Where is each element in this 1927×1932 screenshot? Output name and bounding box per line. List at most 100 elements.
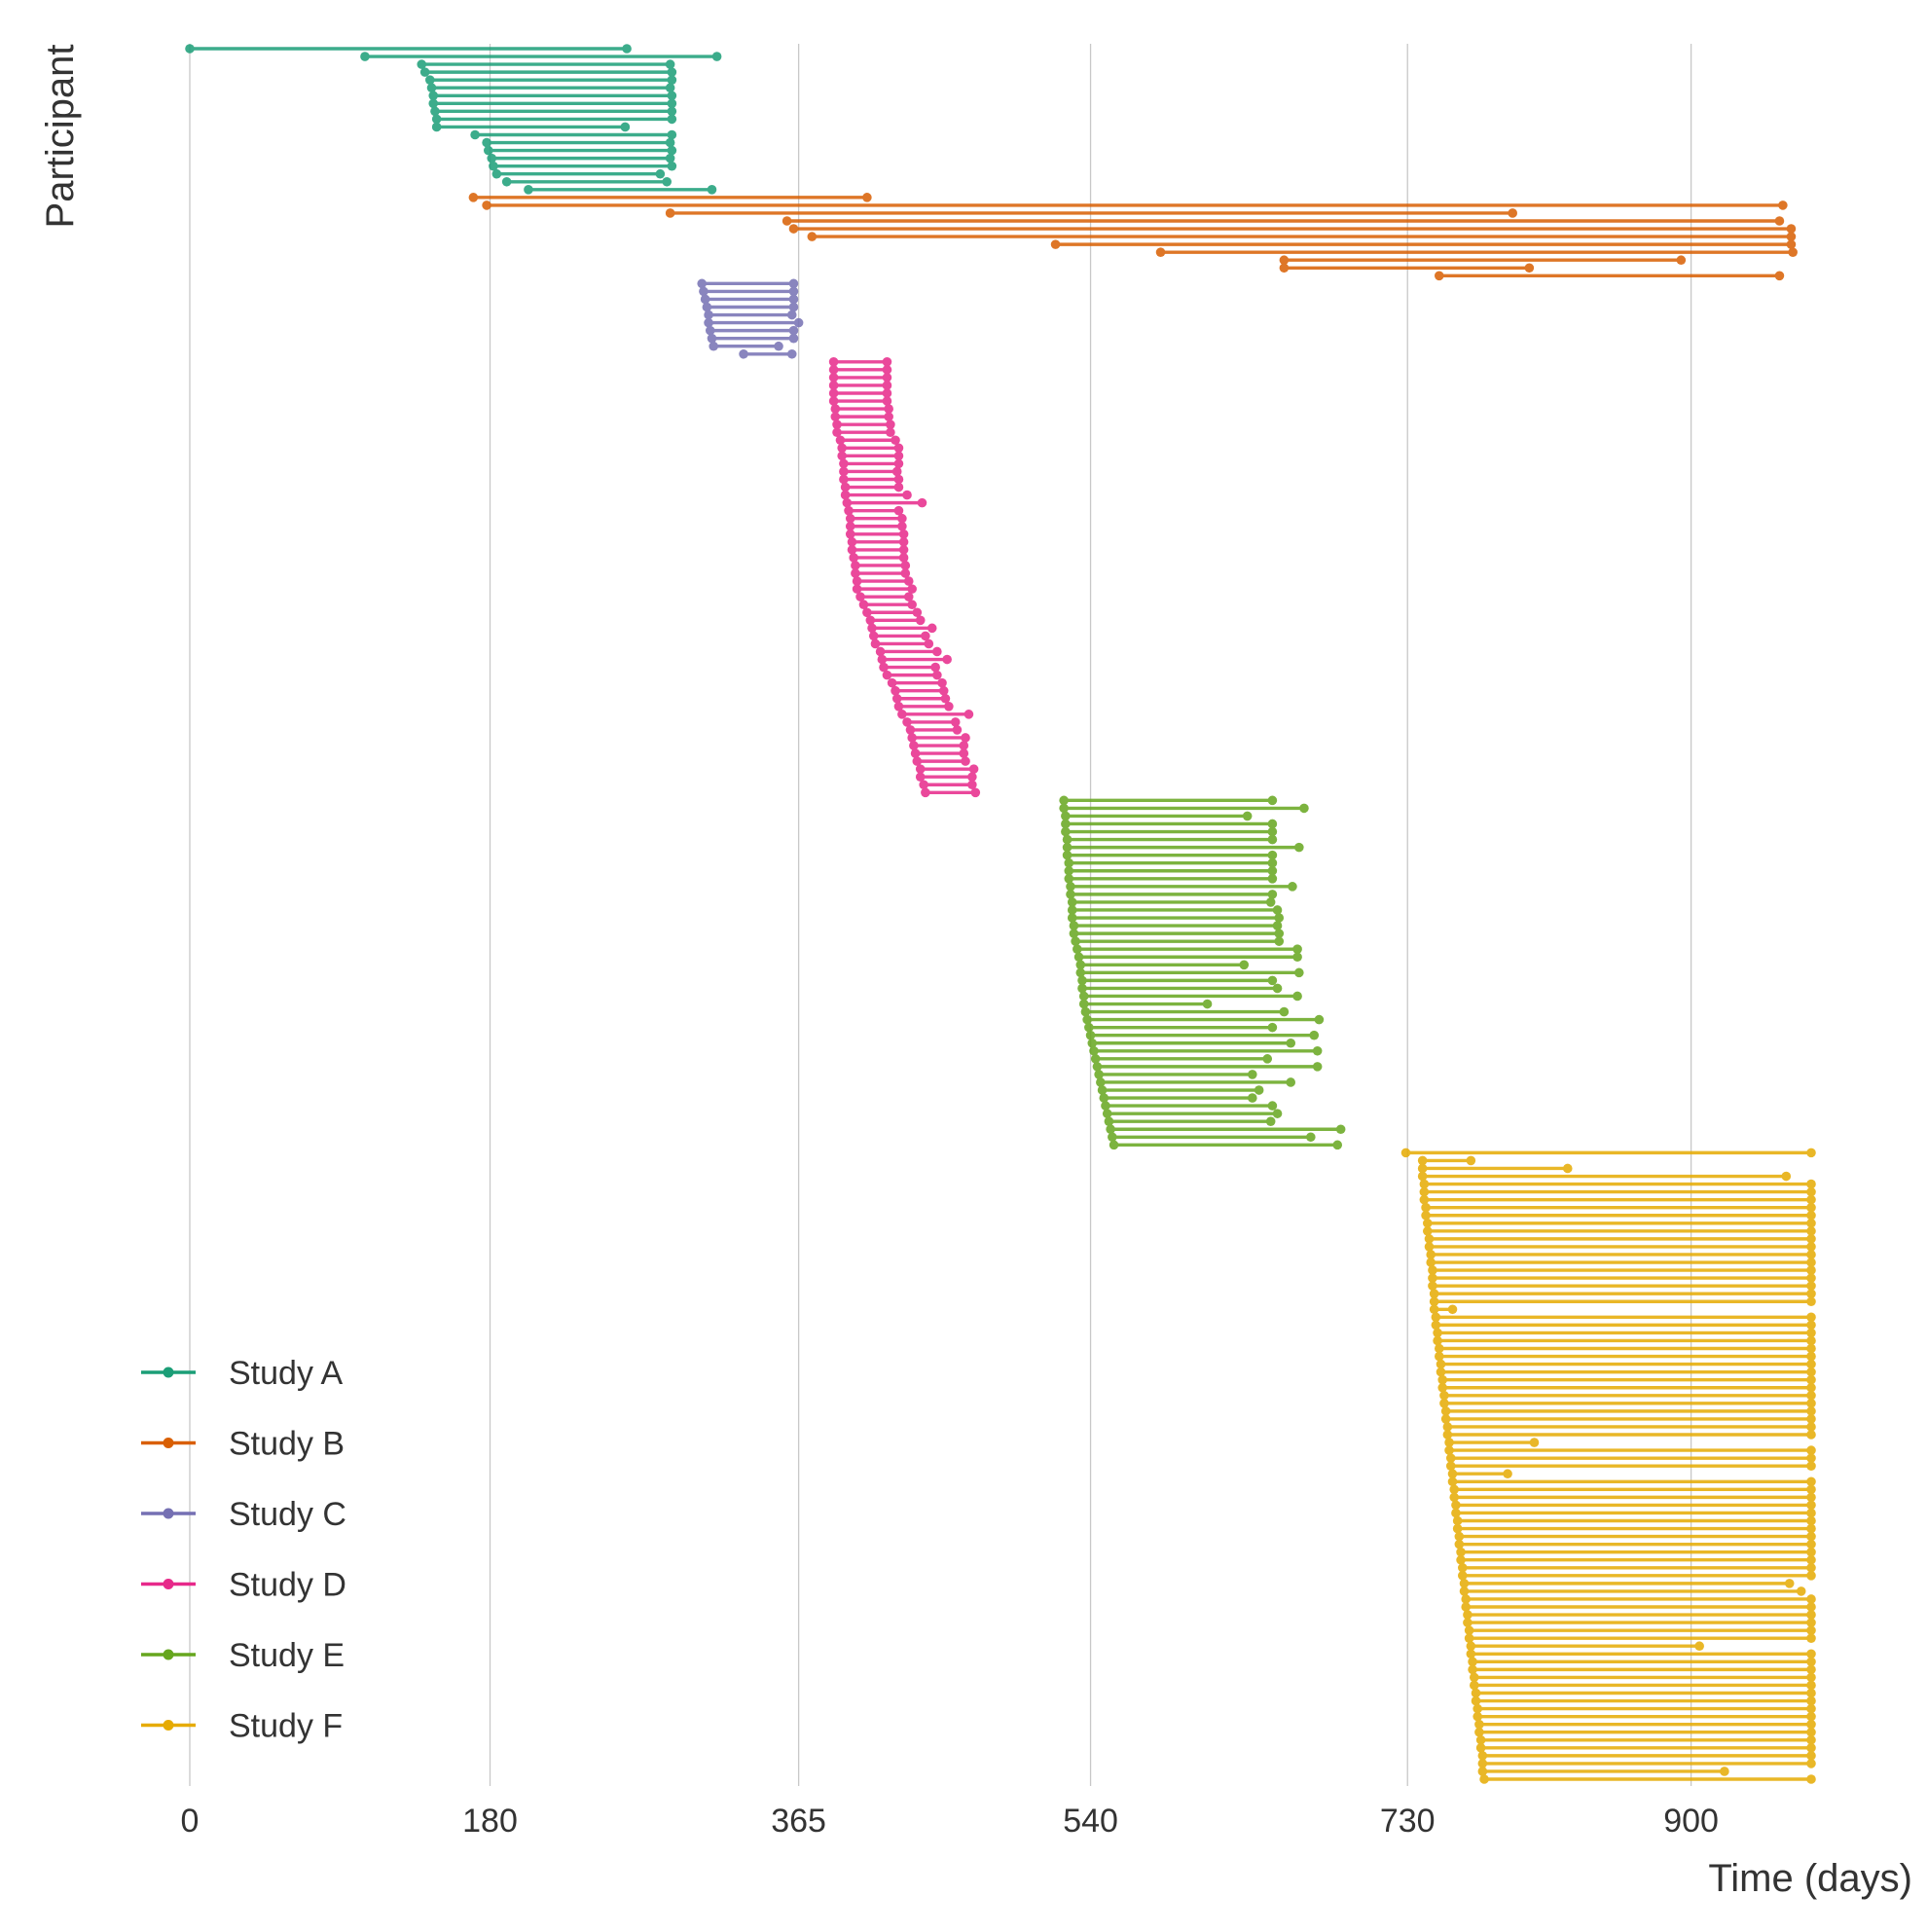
interval-end-point	[1806, 1461, 1816, 1471]
interval-start-point	[847, 537, 857, 547]
interval-start-point	[1424, 1234, 1435, 1244]
interval-end-point	[1806, 1258, 1816, 1267]
interval-end-point	[1806, 1296, 1816, 1307]
interval-start-point	[484, 145, 493, 156]
interval-start-point	[1429, 1296, 1439, 1307]
interval-end-point	[1524, 263, 1535, 273]
interval-end-point	[1806, 1320, 1816, 1331]
interval-end-point	[1508, 208, 1518, 218]
interval-end-point	[893, 458, 904, 469]
interval-end-point	[622, 44, 632, 54]
interval-end-point	[1806, 1202, 1816, 1213]
interval-end-point	[1274, 913, 1285, 923]
interval-end-point	[1806, 1680, 1816, 1691]
interval-start-point	[1471, 1695, 1481, 1706]
series-study-d	[828, 357, 981, 798]
interval-end-point	[1806, 1492, 1816, 1503]
interval-end-point	[1806, 1539, 1816, 1549]
interval-end-point	[1248, 1093, 1257, 1103]
interval-end-point	[1806, 1531, 1816, 1542]
interval-end-point	[1806, 1281, 1816, 1291]
interval-start-point	[1440, 1414, 1451, 1424]
interval-start-point	[842, 497, 853, 508]
interval-end-point	[788, 325, 799, 336]
interval-start-point	[1067, 913, 1077, 923]
interval-end-point	[959, 741, 969, 750]
legend-label: Study C	[229, 1496, 346, 1533]
interval-end-point	[1332, 1140, 1343, 1150]
interval-start-point	[1464, 1625, 1474, 1635]
interval-start-point	[1109, 1140, 1119, 1150]
interval-start-point	[837, 443, 847, 454]
interval-start-point	[915, 772, 926, 783]
interval-end-point	[667, 91, 677, 101]
interval-start-point	[417, 59, 427, 69]
interval-end-point	[1292, 991, 1302, 1002]
legend-label: Study A	[229, 1355, 344, 1392]
interval-start-point	[851, 568, 860, 578]
interval-start-point	[1421, 1210, 1431, 1221]
interval-end-point	[1202, 999, 1213, 1009]
interval-start-point	[1419, 1179, 1430, 1189]
interval-start-point	[1452, 1523, 1463, 1534]
interval-start-point	[1082, 1014, 1092, 1025]
interval-start-point	[870, 638, 881, 649]
interval-start-point	[704, 310, 713, 320]
interval-end-point	[1306, 1132, 1316, 1143]
interval-end-point	[886, 427, 895, 438]
interval-start-point	[1106, 1124, 1115, 1135]
interval-end-point	[1267, 826, 1278, 837]
interval-start-point	[1456, 1554, 1466, 1565]
interval-start-point	[1092, 1062, 1103, 1072]
interval-end-point	[667, 161, 677, 171]
interval-start-point	[1474, 1727, 1484, 1737]
interval-end-point	[893, 482, 904, 492]
interval-end-point	[1267, 1101, 1278, 1111]
interval-start-point	[879, 662, 889, 673]
interval-end-point	[882, 388, 892, 398]
interval-start-point	[1466, 1649, 1476, 1659]
interval-end-point	[1267, 873, 1278, 884]
interval-end-point	[1294, 842, 1304, 853]
interval-end-point	[1312, 1045, 1323, 1056]
interval-end-point	[1806, 1711, 1816, 1722]
interval-end-point	[893, 443, 904, 454]
legend-item: Study B	[141, 1426, 345, 1463]
interval-start-point	[1417, 1155, 1428, 1166]
interval-start-point	[1078, 999, 1089, 1009]
interval-end-point	[882, 396, 892, 406]
interval-end-point	[786, 348, 797, 359]
interval-start-point	[1059, 795, 1069, 806]
x-tick-label: 900	[1663, 1803, 1719, 1840]
interval-end-point	[1806, 1312, 1816, 1323]
interval-start-point	[891, 693, 902, 704]
interval-start-point	[1433, 1335, 1442, 1346]
interval-start-point	[1101, 1101, 1110, 1111]
interval-start-point	[1062, 834, 1073, 845]
interval-end-point	[1806, 1242, 1816, 1252]
interval-end-point	[1806, 1335, 1816, 1346]
interval-start-point	[1473, 1703, 1483, 1714]
interval-end-point	[882, 357, 892, 367]
interval-start-point	[1434, 271, 1444, 281]
interval-start-point	[1096, 1077, 1106, 1087]
series-study-a	[185, 44, 722, 195]
interval-end-point	[903, 576, 914, 586]
interval-end-point	[1265, 897, 1276, 907]
interval-end-point	[1267, 834, 1278, 845]
interval-end-point	[1806, 1382, 1816, 1393]
interval-end-point	[882, 373, 892, 383]
interval-start-point	[1437, 1382, 1448, 1393]
interval-end-point	[912, 607, 923, 618]
interval-end-point	[1806, 1367, 1816, 1377]
interval-end-point	[1274, 929, 1285, 938]
interval-end-point	[1778, 200, 1788, 210]
interval-start-point	[1437, 1374, 1448, 1385]
interval-start-point	[912, 756, 923, 766]
interval-end-point	[1806, 1571, 1816, 1581]
interval-end-point	[907, 600, 917, 610]
interval-start-point	[887, 677, 897, 688]
interval-start-point	[1428, 1265, 1437, 1275]
interval-end-point	[1292, 944, 1302, 955]
interval-start-point	[1059, 803, 1069, 814]
